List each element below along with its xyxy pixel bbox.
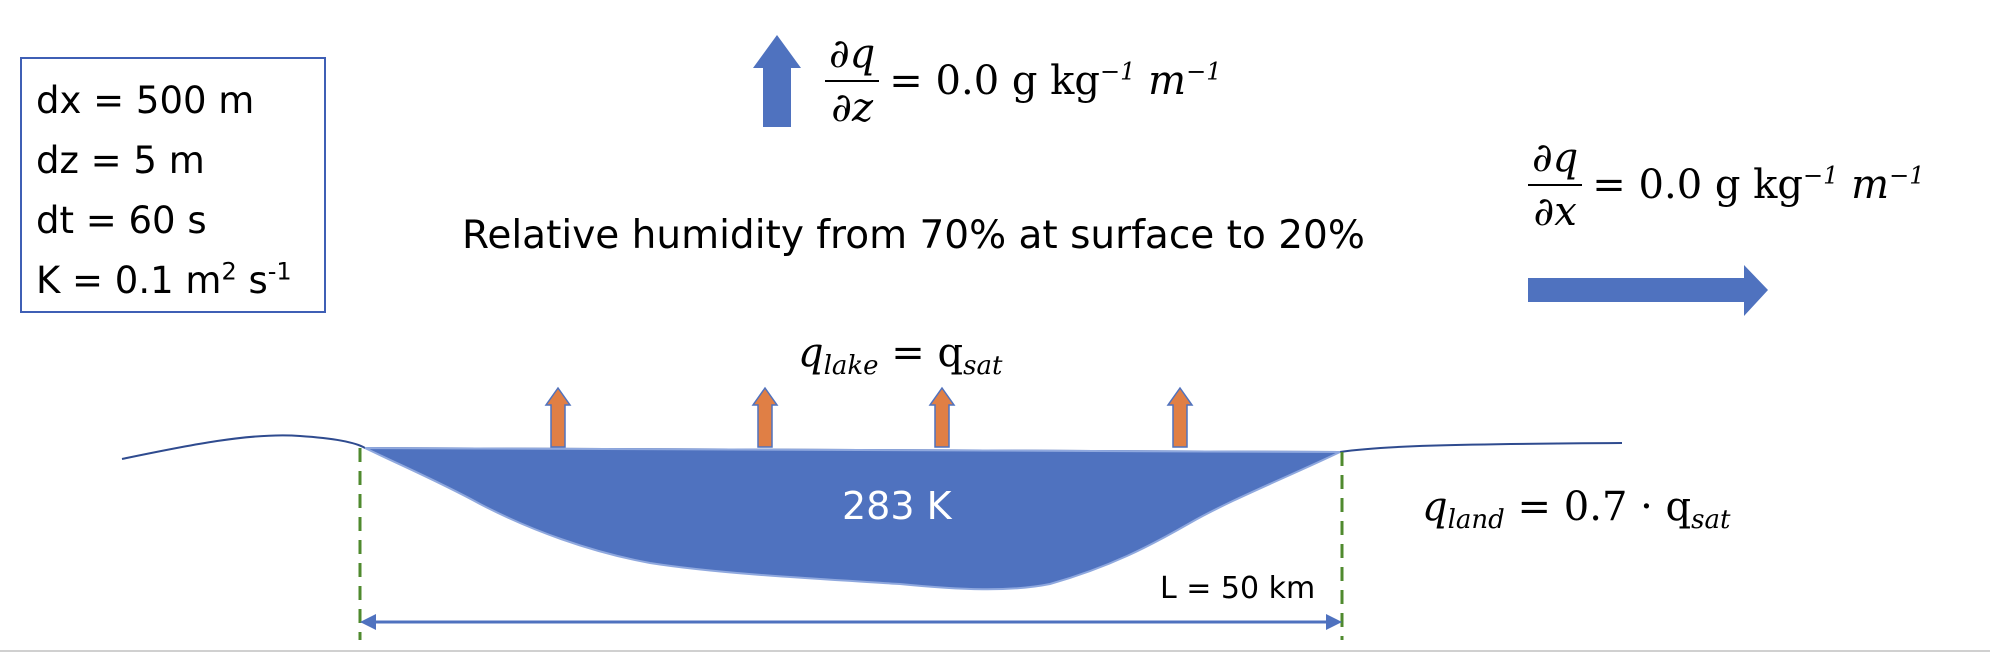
horizontal-gradient-equation: ∂q ∂x = 0.0 g kg−1 m−1	[1528, 132, 1924, 238]
evaporation-arrow-icon	[928, 386, 956, 448]
vertical-gradient-value: = 0.0 g kg	[889, 58, 1101, 104]
param-dz: dz = 5 m	[36, 139, 205, 182]
param-k-exp1: 2	[221, 257, 237, 286]
evaporation-arrow-icon	[544, 386, 572, 448]
horizontal-gradient-fraction: ∂q ∂x	[1528, 132, 1583, 238]
relative-humidity-label: Relative humidity from 70% at surface to…	[462, 213, 1365, 258]
lake-subscript: lake	[823, 351, 879, 381]
land-condition-equation: qland = 0.7 · qsat	[1422, 484, 1730, 535]
horizontal-gradient-exp2: −1	[1889, 161, 1925, 190]
vertical-gradient-arrow-icon	[753, 35, 801, 127]
vertical-gradient-exp1: −1	[1100, 57, 1136, 86]
vertical-gradient-exp2: −1	[1186, 57, 1222, 86]
param-dx: dx = 500 m	[36, 79, 255, 122]
param-k-exp2: -1	[267, 257, 292, 286]
lake-rhs-subscript: sat	[963, 351, 1003, 381]
vertical-gradient-denominator: ∂z	[831, 85, 874, 131]
horizontal-gradient-exp1: −1	[1803, 161, 1839, 190]
lake-length-label: L = 50 km	[1160, 571, 1316, 606]
param-k: K = 0.1 m2 s-1	[36, 251, 310, 311]
parameters-box: dx = 500 m dz = 5 m dt = 60 s K = 0.1 m2…	[20, 57, 326, 313]
length-arrowhead-right-icon	[1326, 614, 1342, 630]
lake-temperature-label: 283 K	[842, 484, 952, 528]
vertical-gradient-numerator: ∂q	[825, 28, 880, 82]
length-arrowhead-left-icon	[360, 614, 376, 630]
land-q: q	[1422, 484, 1448, 530]
land-rhs-subscript: sat	[1691, 505, 1731, 535]
horizontal-gradient-numerator: ∂q	[1528, 132, 1583, 186]
param-k-mid: s	[236, 259, 268, 302]
lake-condition-equation: qlake = qsat	[798, 330, 1002, 381]
param-k-prefix: K = 0.1 m	[36, 259, 222, 302]
lake-rhs: = q	[878, 330, 964, 376]
horizontal-gradient-denominator: ∂x	[1533, 189, 1577, 235]
vertical-gradient-rhs: = 0.0 g kg−1 m−1	[889, 58, 1221, 104]
lake-q: q	[798, 330, 824, 376]
land-rhs: = 0.7 · q	[1504, 484, 1692, 530]
evaporation-arrow-icon	[751, 386, 779, 448]
param-dt: dt = 60 s	[36, 199, 207, 242]
evaporation-arrow-icon	[1166, 386, 1194, 448]
lake-water	[364, 447, 1341, 591]
horizontal-gradient-arrow-icon	[1528, 265, 1768, 316]
vertical-gradient-fraction: ∂q ∂z	[825, 28, 880, 134]
horizontal-gradient-value: = 0.0 g kg	[1592, 162, 1804, 208]
ground-line	[121, 434, 1623, 460]
vertical-gradient-unit2: m	[1135, 58, 1187, 104]
land-subscript: land	[1447, 505, 1505, 535]
horizontal-gradient-unit2: m	[1838, 162, 1890, 208]
vertical-gradient-equation: ∂q ∂z = 0.0 g kg−1 m−1	[825, 28, 1221, 134]
horizontal-gradient-rhs: = 0.0 g kg−1 m−1	[1592, 162, 1924, 208]
